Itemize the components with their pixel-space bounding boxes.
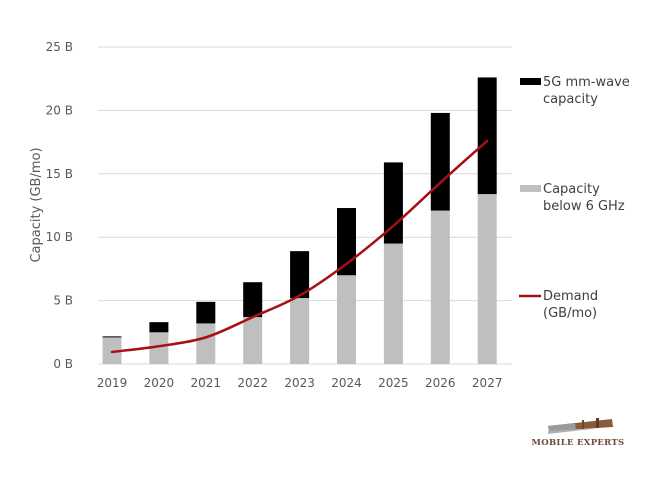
x-tick-label: 2021 [191,376,222,390]
legend-label: Capacity [543,182,600,197]
bar-capacity-below-6-ghz-2025 [383,243,403,364]
y-tick-label: 20 B [46,103,73,117]
legend-swatch [520,185,541,192]
x-tick-label: 2024 [331,376,362,390]
x-tick-label: 2022 [237,376,268,390]
mobile-experts-logo: MOBILE EXPERTS [532,418,625,448]
x-tick-label: 2027 [472,376,503,390]
legend: 5G mm-wave capacity Capacity below 6 GHz Dem… [519,75,630,321]
bar-5g-mm-wave-capacity-2024 [337,208,356,276]
y-tick-label: 5 B [53,294,73,308]
bar-capacity-below-6-ghz-2022 [243,317,263,364]
legend-label: Demand [543,289,598,304]
telescope-icon [548,418,613,434]
legend-label: 5G mm-wave [543,75,630,90]
demand-line-group [110,139,489,354]
x-tick-label: 2023 [284,376,315,390]
y-tick-label: 0 B [53,357,73,371]
y-tick-label: 15 B [46,167,73,181]
bar-capacity-below-6-ghz-2026 [430,210,450,364]
y-tick-label: 25 B [46,40,73,54]
y-axis-tick-labels: 0 B 5 B 10 B 15 B 20 B 25 B [46,40,73,371]
x-tick-label: 2019 [97,376,128,390]
legend-item-3: Demand (GB/mo) [519,289,598,321]
logo-text: MOBILE EXPERTS [532,438,625,448]
bar-5g-mm-wave-capacity-2023 [290,251,310,299]
x-tick-label: 2026 [425,376,456,390]
bar-5g-mm-wave-capacity-2027 [477,77,497,195]
x-tick-label: 2020 [144,376,175,390]
bar-5g-mm-wave-capacity-2022 [243,282,263,318]
bar-5g-mm-wave-capacity-2021 [196,301,216,324]
legend-label: below 6 GHz [543,199,625,214]
y-tick-label: 10 B [46,230,73,244]
x-axis-tick-labels: 2019 2020 2021 2022 2023 2024 2025 2026 2027 [97,376,503,390]
legend-item-2: Capacity below 6 GHz [520,182,625,214]
bar-capacity-below-6-ghz-2027 [477,194,497,364]
bar-capacity-below-6-ghz-2019 [102,337,122,364]
legend-label: (GB/mo) [543,306,597,321]
x-tick-label: 2025 [378,376,409,390]
bar-5g-mm-wave-capacity-2019 [102,336,122,338]
bar-5g-mm-wave-capacity-2020 [149,322,169,333]
legend-swatch [520,78,541,85]
bar-capacity-below-6-ghz-2021 [196,323,216,364]
y-axis-label: Capacity (GB/mo) [29,147,44,262]
bar-capacity-below-6-ghz-2023 [290,298,310,364]
bar-capacity-below-6-ghz-2020 [149,332,169,364]
legend-label: capacity [543,92,598,107]
bar-5g-mm-wave-capacity-2026 [430,112,450,211]
bar-capacity-below-6-ghz-2024 [337,275,356,364]
legend-item-1: 5G mm-wave capacity [520,75,630,107]
bars [102,77,497,364]
